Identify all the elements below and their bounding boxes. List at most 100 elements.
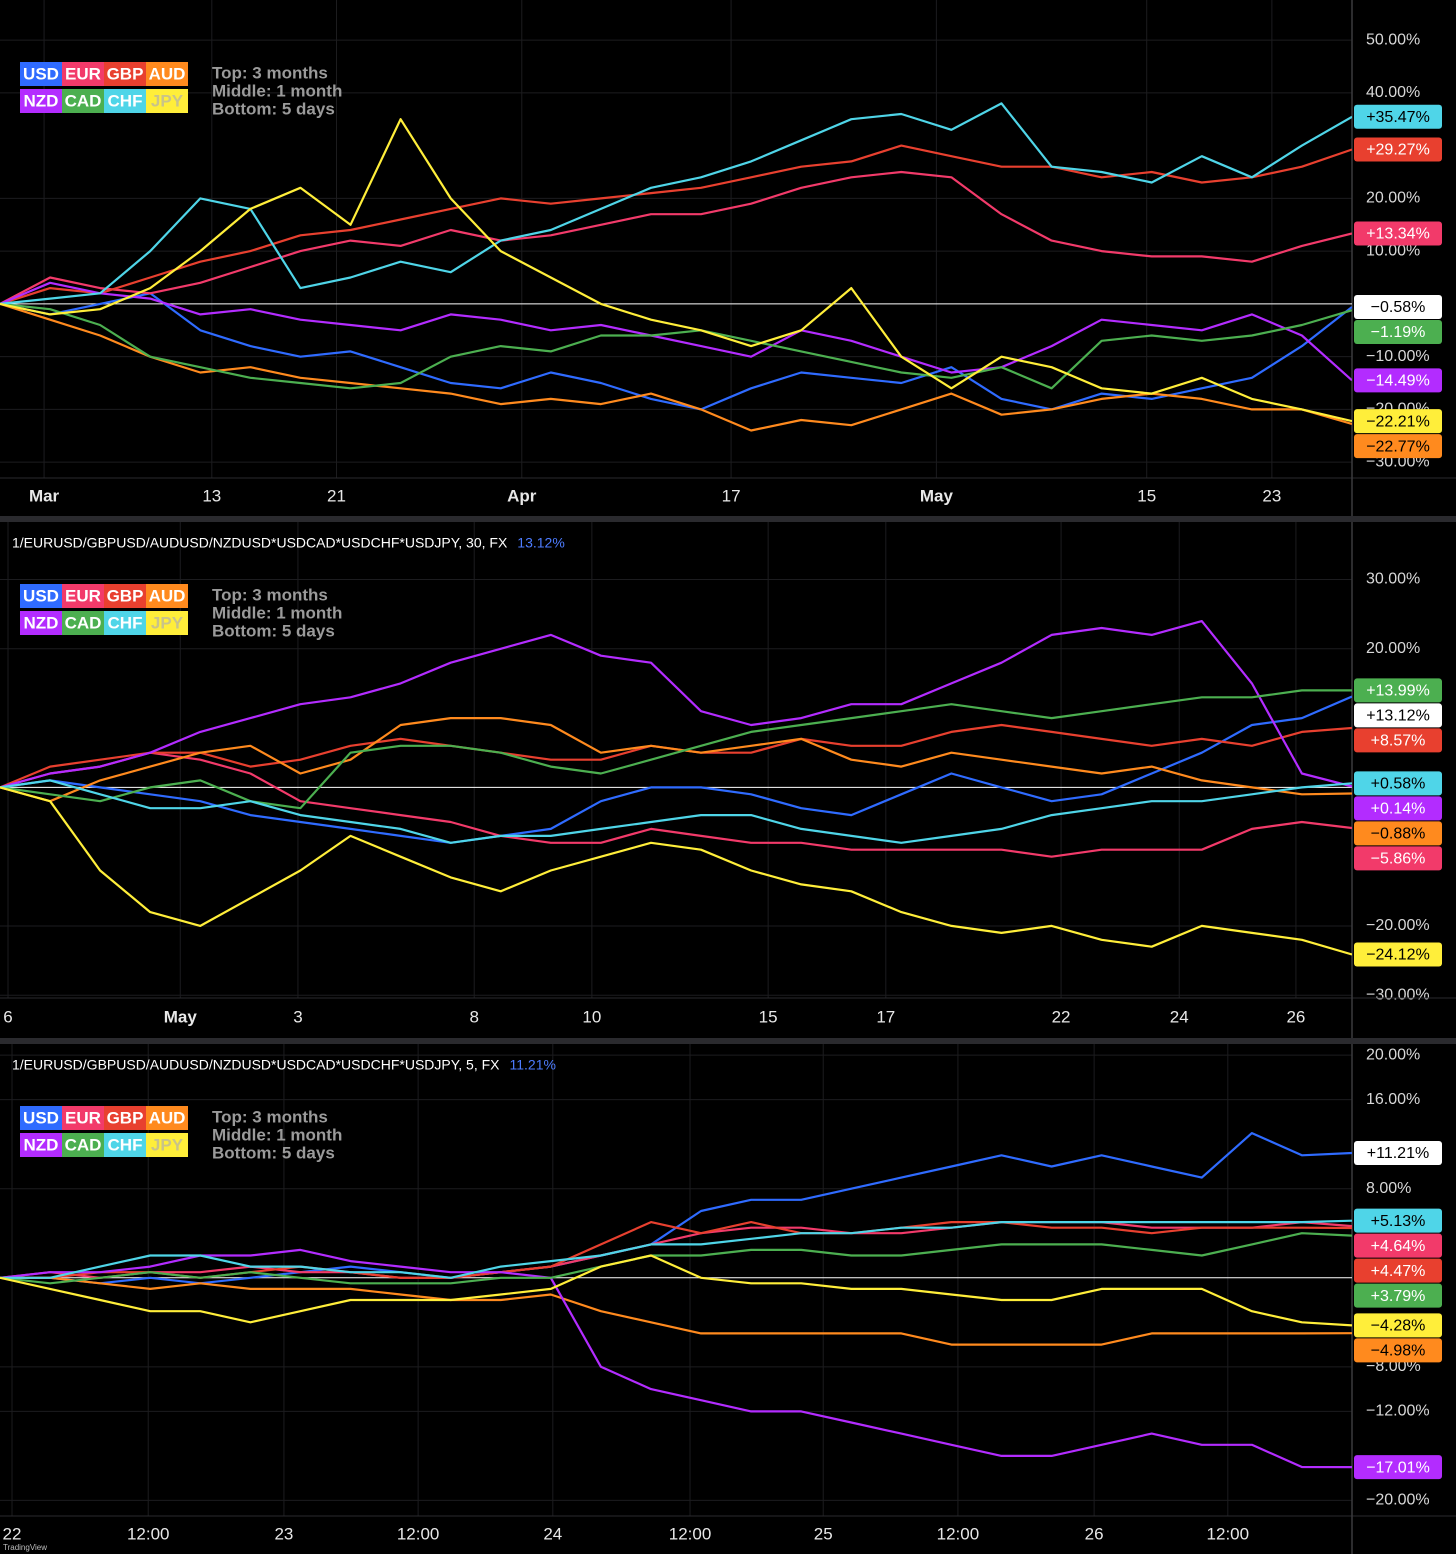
series-line: [0, 786, 1352, 956]
legend-label: AUD: [149, 64, 186, 83]
value-label: −5.86%: [1371, 851, 1426, 868]
value-label-box: [1354, 1283, 1442, 1308]
y-tick-label: 8.00%: [1366, 1180, 1411, 1197]
x-tick-label: 8: [469, 1007, 478, 1026]
legend-label: JPY: [151, 1135, 184, 1154]
value-label: −14.49%: [1366, 373, 1430, 390]
value-label: +4.47%: [1371, 1263, 1426, 1280]
header-value: 11.21%: [510, 1057, 556, 1073]
legend-label: EUR: [65, 1108, 101, 1127]
value-label-box: [1354, 703, 1442, 728]
panel: 22 12:00 23 12:00 24 12:00 25 12:00 26 12:00 20.00…: [0, 1038, 1456, 1554]
panel: Mar 13 21 Apr 17 May 15 23 50.00% 40.00% 20.00% 10.…: [0, 0, 1456, 516]
y-tick-label: −30.00%: [1366, 986, 1430, 1003]
series-line: [0, 118, 1352, 423]
header-value: 13.12%: [517, 535, 564, 551]
value-label: −1.19%: [1371, 324, 1426, 341]
value-label-box: [1354, 409, 1442, 434]
legend-swatch: [104, 584, 146, 608]
legend-swatch: [146, 1133, 188, 1157]
legend-swatch: [146, 1106, 188, 1130]
value-label-box: [1354, 1208, 1442, 1233]
legend-swatch: [20, 584, 62, 608]
legend-label: GBP: [107, 1108, 144, 1127]
legend-swatch: [20, 1106, 62, 1130]
x-tick-label: 25: [814, 1524, 833, 1543]
x-tick-label: Mar: [29, 486, 60, 505]
y-tick-label: 40.00%: [1366, 84, 1420, 101]
panel-separator: [0, 516, 1456, 522]
value-label: −22.77%: [1366, 438, 1430, 455]
legend-label: AUD: [149, 1108, 186, 1127]
legend-swatch: [62, 584, 104, 608]
series-line: [0, 102, 1352, 305]
y-tick-label: 20.00%: [1366, 190, 1420, 207]
value-label-box: [1354, 104, 1442, 129]
x-tick-label: 24: [543, 1524, 562, 1543]
value-label-box: [1354, 1455, 1442, 1480]
legend-label: CHF: [108, 613, 143, 632]
lines: [0, 1132, 1352, 1469]
series-line: [0, 717, 1352, 803]
legend-label: NZD: [24, 1135, 59, 1154]
annotation: Top: 3 months: [212, 63, 328, 82]
value-label: +3.79%: [1371, 1288, 1426, 1305]
legend-swatch: [146, 89, 188, 113]
annotation: Top: 3 months: [212, 585, 328, 604]
value-label: +35.47%: [1366, 109, 1430, 126]
series-line: [0, 1248, 1352, 1469]
legend-label: CAD: [65, 91, 102, 110]
legend-swatch: [20, 62, 62, 86]
x-tick-label: 12:00: [937, 1524, 980, 1543]
series-line: [0, 1232, 1352, 1285]
annotation: Middle: 1 month: [212, 81, 342, 100]
value-label-box: [1354, 319, 1442, 344]
y-tick-label: 20.00%: [1366, 1046, 1420, 1063]
legend-label: JPY: [151, 91, 184, 110]
series-line: [0, 1254, 1352, 1327]
legend-swatch: [20, 1133, 62, 1157]
series-line: [0, 620, 1352, 789]
legend-swatch: [62, 62, 104, 86]
series-line: [0, 144, 1352, 305]
value-label: +13.12%: [1366, 708, 1430, 725]
series-line: [0, 1219, 1352, 1279]
x-tick-label: May: [920, 486, 954, 505]
x-tick-label: 13: [202, 486, 221, 505]
value-label: −0.58%: [1371, 299, 1426, 316]
value-label: +13.34%: [1366, 226, 1430, 243]
legend-swatch: [62, 611, 104, 635]
legend-label: JPY: [151, 613, 184, 632]
series-line: [0, 689, 1352, 810]
x-tick-label: 26: [1085, 1524, 1104, 1543]
legend-label: CAD: [65, 613, 102, 632]
series-line: [0, 302, 1352, 390]
x-tick-label: 12:00: [397, 1524, 440, 1543]
series-line: [0, 751, 1352, 858]
y-tick-label: −20.00%: [1366, 917, 1430, 934]
x-tick-label: 15: [1137, 486, 1156, 505]
legend-swatch: [20, 611, 62, 635]
x-tick-label: 21: [327, 486, 346, 505]
legend-swatch: [104, 89, 146, 113]
value-label-box: [1354, 678, 1442, 703]
x-tick-label: May: [164, 1007, 198, 1026]
value-label-box: [1354, 771, 1442, 796]
watermark: TradingView: [3, 1543, 47, 1552]
value-label-box: [1354, 796, 1442, 821]
series-line: [0, 170, 1352, 305]
value-label: +29.27%: [1366, 142, 1430, 159]
x-tick-label: 12:00: [127, 1524, 170, 1543]
value-label: +0.14%: [1371, 801, 1426, 818]
series-line: [0, 281, 1352, 382]
y-tick-label: −20.00%: [1366, 1492, 1430, 1509]
value-label: +13.99%: [1366, 683, 1430, 700]
value-label-box: [1354, 221, 1442, 246]
legend-label: CHF: [108, 91, 143, 110]
x-tick-label: Apr: [507, 486, 537, 505]
x-tick-label: 23: [274, 1524, 293, 1543]
value-label-box: [1354, 942, 1442, 967]
value-label: −24.12%: [1366, 947, 1430, 964]
